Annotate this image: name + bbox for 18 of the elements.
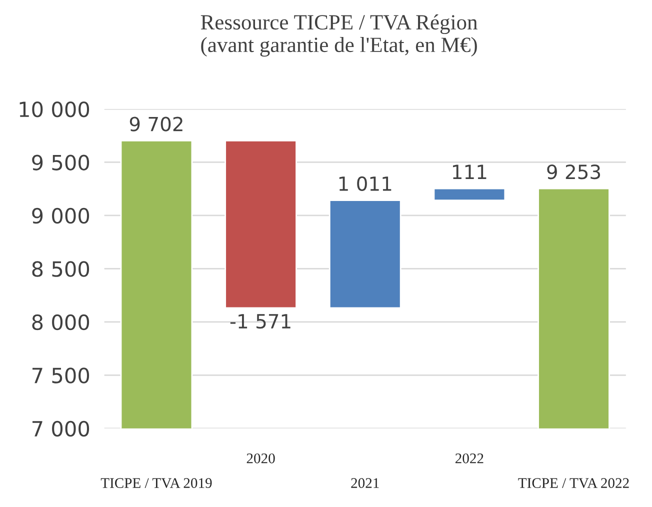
data-label: 111 xyxy=(453,164,486,179)
data-label: 1 011 xyxy=(339,176,392,192)
x-tick-label: 2021 xyxy=(351,478,379,488)
y-tick-label: 9 500 xyxy=(32,154,90,170)
data-label: 9 253 xyxy=(547,164,600,180)
chart-title: Ressource TICPE / TVA Région (avant garantie de l'Etat, en M€) xyxy=(200,14,478,57)
y-tick-label: 9 000 xyxy=(32,208,90,224)
x-tick-label: 2022 xyxy=(455,453,484,464)
data-label: -1 571 xyxy=(230,314,290,329)
y-tick-label: 7 000 xyxy=(32,420,90,437)
x-tick-label: TICPE / TVA 2019 xyxy=(100,478,212,488)
data-label: 9 702 xyxy=(130,116,182,132)
y-tick-label: 7 500 xyxy=(32,368,90,384)
y-tick-label: 8 000 xyxy=(32,314,90,330)
x-tick-label: 2020 xyxy=(246,453,275,464)
x-tick-label: TICPE / TVA 2022 xyxy=(518,478,629,488)
y-tick-label: 8 500 xyxy=(32,261,90,277)
y-tick-label: 10 000 xyxy=(20,101,90,118)
